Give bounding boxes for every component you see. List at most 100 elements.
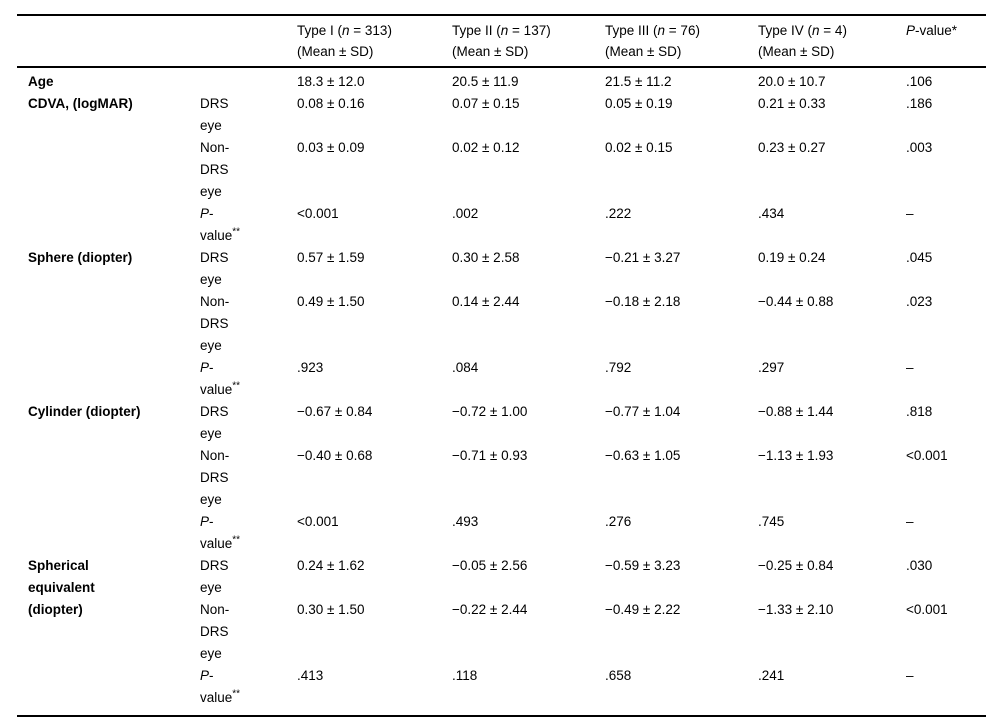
cell-value: – [906,668,914,683]
cell-value: −0.21 ± 3.27 [605,250,681,265]
row-sublabel-pvalue: P- value** [200,360,241,397]
header-italic-n: n [342,23,350,38]
cell-value: 20.0 ± 10.7 [758,74,826,89]
cell-value: 0.30 ± 1.50 [297,602,365,617]
cell-value: .118 [452,668,478,683]
cell-value: −1.33 ± 2.10 [758,602,834,617]
cell-value: 0.23 ± 0.27 [758,140,826,155]
row-sublabel-nondrs-eye: Non- DRS eye [200,294,230,353]
header-text: = 313) [349,23,392,38]
header-text: Type I ( [297,23,343,38]
cell-value: – [906,206,914,221]
cell-value: 0.08 ± 0.16 [297,96,365,111]
cell-value: −0.71 ± 0.93 [452,448,528,463]
table-row-sphere-nondrs: Non- DRS eye 0.49 ± 1.50 0.14 ± 2.44 −0.… [17,291,986,357]
header-text: -value* [915,23,958,38]
cell-value: 0.07 ± 0.15 [452,96,520,111]
cell-value: 0.30 ± 2.58 [452,250,520,265]
cell-value: .222 [605,206,632,221]
header-text: = 137) [508,23,551,38]
cell-value: −1.13 ± 1.93 [758,448,834,463]
cell-value: .106 [906,74,933,89]
row-sublabel-drs-eye: DRS eye [200,250,229,287]
cell-value: −0.77 ± 1.04 [605,404,681,419]
row-sublabel-pvalue: P- value** [200,206,241,243]
row-label-age: Age [28,74,54,89]
cell-value: .030 [906,558,933,573]
column-header-type-i: Type I (n = 313) (Mean ± SD) [297,15,452,68]
row-sublabel-drs-eye: DRS eye [200,558,229,595]
cell-value: −0.88 ± 1.44 [758,404,834,419]
cell-value: 20.5 ± 11.9 [452,74,519,89]
column-header-type-iii: Type III (n = 76) (Mean ± SD) [605,15,758,68]
table-row-age: Age 18.3 ± 12.0 20.5 ± 11.9 21.5 ± 11.2 … [17,67,986,93]
header-italic-p: P [906,23,916,38]
cell-value: −0.49 ± 2.22 [605,602,681,617]
header-italic-n: n [500,23,509,38]
cell-value: .241 [758,668,785,683]
paper-table-container: Type I (n = 313) (Mean ± SD) Type II (n … [17,14,986,717]
cell-value: .413 [297,668,324,683]
header-subtext: (Mean ± SD) [758,44,835,59]
row-label-spherical-equivalent: Spherical equivalent (diopter) [28,558,95,617]
row-sublabel-empty [200,67,297,93]
header-empty-label [17,15,200,68]
cell-value: 0.02 ± 0.12 [452,140,520,155]
table-row-sphere-pvalue: P- value** .923 .084 .792 .297 – [17,357,986,401]
cell-value: 0.14 ± 2.44 [452,294,520,309]
cell-value: −0.40 ± 0.68 [297,448,373,463]
table-row-cdva-drs: CDVA, (logMAR) DRS eye 0.08 ± 0.16 0.07 … [17,93,986,137]
header-italic-n: n [812,23,820,38]
cell-value: .003 [906,140,933,155]
cell-value: 0.05 ± 0.19 [605,96,673,111]
cell-value: −0.22 ± 2.44 [452,602,528,617]
header-text: Type II ( [452,23,501,38]
cell-value: −0.05 ± 2.56 [452,558,528,573]
header-subtext: (Mean ± SD) [452,44,529,59]
header-row: Type I (n = 313) (Mean ± SD) Type II (n … [17,15,986,68]
table-row-cdva-pvalue: P- value** <0.001 .002 .222 .434 – [17,203,986,247]
cell-value: 0.03 ± 0.09 [297,140,365,155]
table-row-sphere-drs: Sphere (diopter) DRS eye 0.57 ± 1.59 0.3… [17,247,986,291]
row-sublabel-drs-eye: DRS eye [200,404,229,441]
cell-value: 0.49 ± 1.50 [297,294,365,309]
cell-value: .923 [297,360,324,375]
cell-value: −0.67 ± 0.84 [297,404,373,419]
cell-value: −0.25 ± 0.84 [758,558,834,573]
table-row-cylinder-nondrs: Non- DRS eye −0.40 ± 0.68 −0.71 ± 0.93 −… [17,445,986,511]
cell-value: <0.001 [297,514,339,529]
cell-value: −0.59 ± 3.23 [605,558,681,573]
row-sublabel-pvalue: P- value** [200,514,241,551]
header-subtext: (Mean ± SD) [605,44,682,59]
column-header-type-iv: Type IV (n = 4) (Mean ± SD) [758,15,906,68]
cell-value: .002 [452,206,479,221]
table-row-cdva-nondrs: Non- DRS eye 0.03 ± 0.09 0.02 ± 0.12 0.0… [17,137,986,203]
cell-value: .745 [758,514,785,529]
cell-value: .434 [758,206,785,221]
cell-value: – [906,360,914,375]
row-sublabel-nondrs-eye: Non- DRS eye [200,140,230,199]
row-sublabel-nondrs-eye: Non- DRS eye [200,448,230,507]
cell-value: .493 [452,514,479,529]
cell-value: 21.5 ± 11.2 [605,74,672,89]
cell-value: −0.18 ± 2.18 [605,294,681,309]
cell-value: .276 [605,514,632,529]
table-body: Age 18.3 ± 12.0 20.5 ± 11.9 21.5 ± 11.2 … [17,67,986,716]
table-row-cylinder-drs: Cylinder (diopter) DRS eye −0.67 ± 0.84 … [17,401,986,445]
column-header-p-value: P-value* [906,15,986,68]
table-row-cylinder-pvalue: P- value** <0.001 .493 .276 .745 – [17,511,986,555]
cell-value: 0.21 ± 0.33 [758,96,826,111]
row-label-sphere: Sphere (diopter) [28,250,133,265]
table-header: Type I (n = 313) (Mean ± SD) Type II (n … [17,15,986,68]
header-subtext: (Mean ± SD) [297,44,374,59]
header-empty-sublabel [200,15,297,68]
cell-value: .818 [906,404,933,419]
demographics-refraction-table: Type I (n = 313) (Mean ± SD) Type II (n … [17,14,986,717]
cell-value: 0.19 ± 0.24 [758,250,826,265]
cell-value: .186 [906,96,933,111]
cell-value: .045 [906,250,933,265]
cell-value: .084 [452,360,479,375]
cell-value: 18.3 ± 12.0 [297,74,365,89]
header-text: Type III ( [605,23,658,38]
column-header-type-ii: Type II (n = 137) (Mean ± SD) [452,15,605,68]
